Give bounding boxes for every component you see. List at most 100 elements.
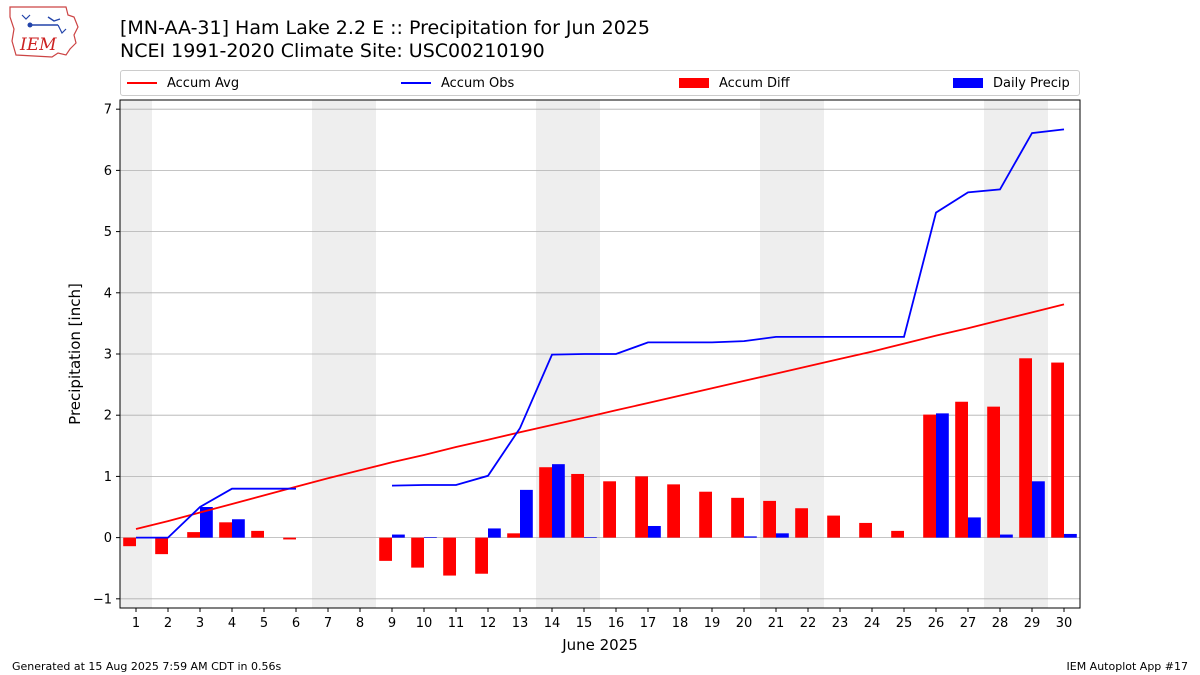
bar-accum-diff (891, 530, 904, 538)
x-tick-label: 23 (832, 616, 849, 631)
y-tick-label: 2 (104, 409, 112, 424)
bar-accum-diff (1019, 358, 1032, 538)
y-axis-label: Precipitation [inch] (66, 283, 84, 425)
legend-label-accum-avg: Accum Avg (167, 75, 240, 91)
line-accum-obs (136, 487, 296, 539)
y-tick-label: −1 (93, 592, 112, 607)
x-tick-label: 26 (928, 616, 945, 631)
bar-accum-diff (571, 473, 584, 538)
legend-label-daily-precip: Daily Precip (993, 75, 1070, 91)
x-tick-label: 19 (704, 616, 721, 631)
x-tick-label: 27 (960, 616, 977, 631)
bar-accum-diff (795, 508, 808, 538)
x-tick-label: 16 (608, 616, 625, 631)
x-tick-label: 28 (992, 616, 1009, 631)
bar-accum-diff (923, 414, 936, 538)
x-tick-label: 9 (388, 616, 396, 631)
bar-daily-precip (232, 519, 245, 538)
x-tick-label: 21 (768, 616, 785, 631)
bar-daily-precip (1032, 481, 1045, 538)
legend-label-accum-obs: Accum Obs (441, 75, 515, 91)
x-tick-label: 13 (512, 616, 529, 631)
legend-swatch-accum-diff (679, 78, 709, 88)
footer-generated-text: Generated at 15 Aug 2025 7:59 AM CDT in … (12, 660, 282, 673)
bar-accum-diff (635, 476, 648, 538)
x-tick-label: 7 (324, 616, 332, 631)
x-tick-label: 4 (228, 616, 236, 631)
y-tick-label: 5 (104, 225, 112, 240)
bar-daily-precip (776, 533, 789, 538)
x-axis-ticks: 1 2 3 4 5 6 7 8 9 10 11 12 13 14 15 16 17 18 19 20 21 22 23 24 2… (132, 608, 1072, 631)
iem-logo: IEM (8, 5, 80, 59)
x-tick-label: 3 (196, 616, 204, 631)
bar-daily-precip (200, 507, 213, 538)
chart-legend: Accum Avg Accum Obs Accum Diff Daily Pre… (120, 70, 1080, 96)
x-tick-label: 14 (544, 616, 561, 631)
x-tick-label: 2 (164, 616, 172, 631)
bar-accum-diff (603, 481, 616, 538)
chart-subtitle: NCEI 1991-2020 Climate Site: USC00210190 (120, 40, 545, 62)
legend-item-daily-precip: Daily Precip (953, 71, 1070, 95)
x-tick-label: 6 (292, 616, 300, 631)
bar-daily-precip (1064, 533, 1077, 538)
x-tick-label: 12 (480, 616, 497, 631)
chart-title: [MN-AA-31] Ham Lake 2.2 E :: Precipitati… (120, 17, 650, 39)
logo-text: IEM (19, 35, 57, 55)
series-lines (135, 128, 1065, 539)
legend-item-accum-obs: Accum Obs (401, 71, 514, 95)
x-tick-label: 22 (800, 616, 817, 631)
y-tick-label: 3 (104, 348, 112, 363)
x-tick-label: 5 (260, 616, 268, 631)
x-tick-label: 29 (1024, 616, 1041, 631)
bar-accum-diff (827, 515, 840, 538)
bar-daily-precip (936, 413, 949, 538)
bar-accum-diff (411, 537, 424, 568)
bar-accum-diff (763, 500, 776, 538)
bar-daily-precip (488, 528, 501, 538)
bar-accum-diff (1051, 362, 1064, 538)
y-tick-label: 0 (104, 531, 112, 546)
legend-swatch-daily-precip (953, 78, 983, 88)
bar-accum-diff (539, 467, 552, 538)
bar-daily-precip (968, 517, 981, 538)
x-tick-label: 18 (672, 616, 689, 631)
bar-accum-diff (379, 537, 392, 561)
legend-item-accum-diff: Accum Diff (679, 71, 790, 95)
y-tick-label: 1 (104, 470, 112, 485)
x-tick-label: 20 (736, 616, 753, 631)
x-axis-label: June 2025 (561, 636, 638, 654)
x-tick-label: 1 (132, 616, 140, 631)
bar-accum-diff (475, 537, 488, 574)
x-tick-label: 30 (1056, 616, 1073, 631)
bar-accum-diff (507, 533, 520, 538)
bar-accum-diff (667, 484, 680, 538)
line-accum-obs (391, 128, 1065, 487)
bar-accum-diff (219, 522, 232, 538)
bar-daily-precip (1000, 534, 1013, 538)
bar-accum-diff (699, 491, 712, 538)
x-tick-label: 25 (896, 616, 913, 631)
legend-item-accum-avg: Accum Avg (127, 71, 239, 95)
bar-daily-precip (520, 489, 533, 538)
bar-daily-precip (584, 537, 597, 538)
bar-daily-precip (648, 525, 661, 538)
legend-swatch-accum-avg (127, 82, 157, 84)
x-tick-label: 15 (576, 616, 593, 631)
iem-logo-graphic: IEM (9, 6, 79, 58)
y-tick-label: 6 (104, 164, 112, 179)
bar-accum-diff (123, 537, 136, 547)
x-tick-label: 10 (416, 616, 433, 631)
y-tick-label: 4 (104, 286, 112, 301)
x-tick-label: 11 (448, 616, 465, 631)
bar-daily-precip (552, 464, 565, 538)
y-tick-label: 7 (104, 103, 112, 118)
x-tick-label: 17 (640, 616, 657, 631)
footer-app-text: IEM Autoplot App #17 (1066, 660, 1189, 673)
bar-accum-diff (155, 537, 168, 555)
bar-accum-diff (283, 537, 296, 540)
bars (123, 358, 1077, 576)
x-tick-label: 24 (864, 616, 881, 631)
bar-accum-diff (187, 532, 200, 538)
legend-swatch-accum-obs (401, 82, 431, 84)
